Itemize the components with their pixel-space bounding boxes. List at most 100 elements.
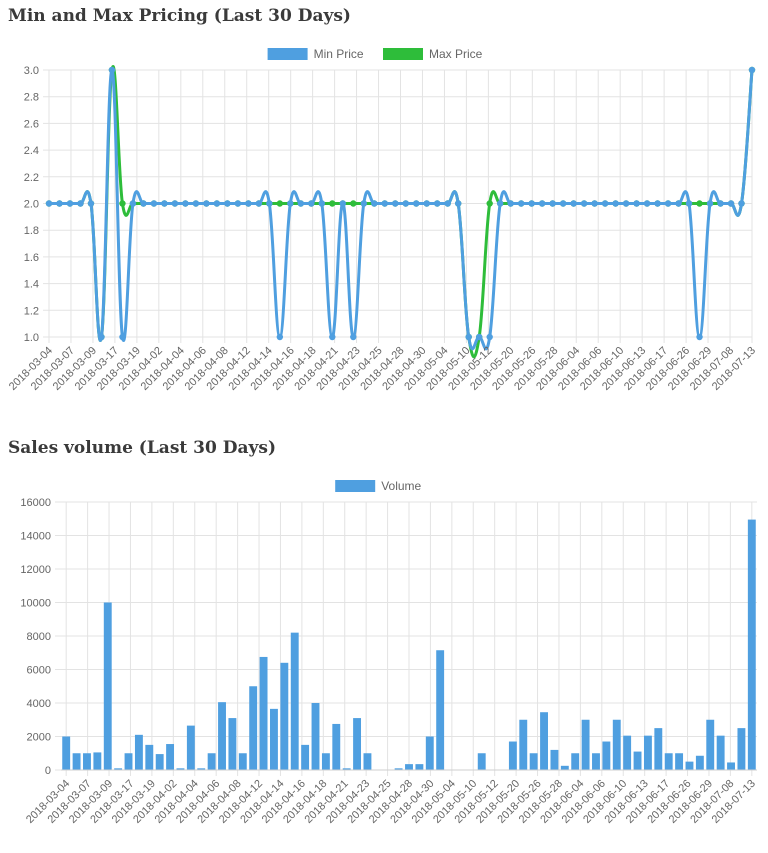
min-price-point <box>465 333 472 341</box>
min-price-point <box>339 200 346 207</box>
price-y-tick-label: 2.0 <box>24 199 39 211</box>
min-price-point <box>381 200 388 207</box>
volume-bar <box>581 719 590 770</box>
min-price-point <box>444 200 451 207</box>
volume-bar <box>166 744 175 770</box>
volume-bar <box>62 736 71 770</box>
min-price-point <box>276 333 284 341</box>
min-price-point <box>496 200 504 207</box>
volume-bar <box>623 735 632 770</box>
volume-bar <box>176 768 185 770</box>
min-price-point <box>633 200 640 207</box>
volume-bar <box>592 753 600 770</box>
min-price-point <box>224 200 231 207</box>
price-y-tick-label: 2.6 <box>24 118 39 130</box>
price-y-tick-label: 3.0 <box>24 65 39 77</box>
price-y-tick-label: 2.2 <box>24 172 39 184</box>
volume-bar <box>72 753 81 770</box>
volume-y-tick-label: 10000 <box>20 598 51 610</box>
min-price-point <box>329 333 336 341</box>
min-price-point <box>308 200 315 207</box>
volume-bar <box>353 718 362 770</box>
min-price-point <box>423 200 430 207</box>
price-y-tick-label: 1.6 <box>24 252 39 264</box>
price-y-tick-label: 2.8 <box>24 92 39 104</box>
min-price-point <box>77 200 84 207</box>
min-price-point <box>570 200 577 207</box>
volume-bar <box>654 728 663 770</box>
volume-legend-label: Volume <box>381 479 421 493</box>
volume-bar <box>93 752 102 770</box>
volume-bar <box>114 768 123 770</box>
min-price-point <box>66 200 74 207</box>
price-y-tick-label: 1.8 <box>24 225 39 237</box>
price-y-tick-label: 1.0 <box>24 332 39 344</box>
min-price-point <box>413 200 420 207</box>
volume-bar <box>675 753 684 770</box>
volume-bar <box>727 762 735 770</box>
volume-bar <box>571 753 580 770</box>
min-price-point <box>203 200 210 207</box>
price-line-chart: Min Price Max Price 3.0 2.8 2.6 2.4 2.2 2.0 1.8 1… <box>7 47 758 393</box>
volume-bar <box>425 736 434 770</box>
volume-bar <box>550 749 559 770</box>
volume-bar <box>540 712 548 770</box>
volume-bar <box>612 719 621 770</box>
min-price-point <box>591 200 598 207</box>
min-price-point <box>538 200 546 207</box>
volume-bar <box>747 519 756 770</box>
min-price-point <box>727 200 735 207</box>
volume-bar <box>685 761 694 770</box>
price-legend-label: Max Price <box>429 47 483 61</box>
volume-bar <box>301 744 310 770</box>
volume-bar <box>405 764 413 770</box>
min-price-point <box>234 200 242 207</box>
min-price-point <box>507 200 514 207</box>
min-price-point <box>161 200 168 207</box>
min-price-point <box>171 200 179 207</box>
price-chart-title: Min and Max Pricing (Last 30 Days) <box>8 6 351 26</box>
min-price-point <box>108 66 116 74</box>
volume-y-tick-label: 14000 <box>20 531 51 543</box>
min-price-point <box>738 200 745 207</box>
volume-bar <box>643 735 652 770</box>
volume-bar <box>218 702 226 770</box>
volume-bar <box>83 753 91 770</box>
min-price-point <box>150 200 158 207</box>
min-price-point <box>517 200 525 207</box>
min-price-point <box>685 200 693 207</box>
volume-y-tick-label: 8000 <box>27 631 51 643</box>
min-price-point <box>45 200 53 207</box>
max-price-point <box>696 200 703 207</box>
volume-bar <box>363 753 372 770</box>
volume-bar <box>145 744 154 770</box>
volume-bar <box>259 656 268 770</box>
min-price-point <box>486 333 493 341</box>
volume-bar <box>477 753 486 770</box>
volume-bar <box>706 719 715 770</box>
price-y-tick-label: 2.4 <box>24 145 39 157</box>
min-price-point <box>706 200 714 207</box>
min-price-point <box>255 200 263 207</box>
volume-bar <box>197 768 206 770</box>
price-legend-swatch <box>267 48 308 60</box>
volume-bar <box>394 768 403 770</box>
max-price-point <box>329 200 336 207</box>
volume-bar <box>436 650 445 770</box>
volume-bar <box>737 728 746 770</box>
volume-y-tick-label: 16000 <box>20 497 51 509</box>
min-price-point <box>318 200 326 207</box>
volume-bar <box>290 632 299 770</box>
min-price-point <box>213 200 221 207</box>
max-price-point <box>350 200 357 207</box>
volume-y-tick-label: 4000 <box>27 698 51 710</box>
min-price-point <box>192 200 200 207</box>
volume-bar <box>415 764 424 770</box>
min-price-point <box>675 200 682 207</box>
volume-bar <box>186 725 195 770</box>
min-price-point <box>622 200 630 207</box>
min-price-point <box>350 333 357 341</box>
min-price-point <box>245 200 252 207</box>
volume-bar <box>280 662 289 770</box>
min-price-point <box>297 200 305 207</box>
